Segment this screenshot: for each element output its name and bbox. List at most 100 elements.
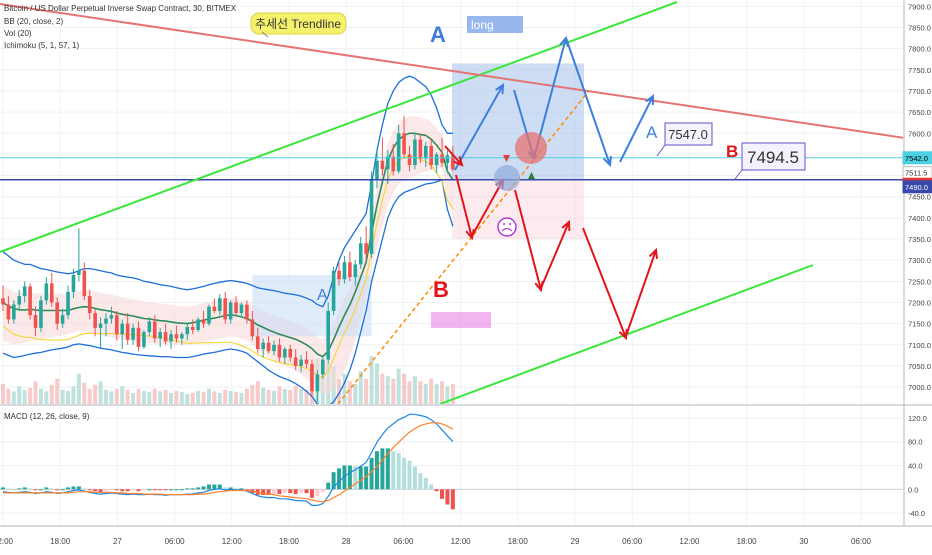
target-a-price: 7547.0 bbox=[668, 127, 708, 142]
macd-histogram-bar bbox=[234, 488, 239, 490]
volume-bar bbox=[136, 388, 141, 404]
scenario-a-arrow-4[interactable] bbox=[565, 37, 611, 166]
volume-bar bbox=[147, 391, 152, 404]
candle-body bbox=[71, 274, 76, 292]
macd-histogram-bar bbox=[272, 489, 276, 495]
macd-histogram-bar bbox=[358, 466, 363, 490]
candle-body bbox=[60, 315, 65, 324]
macd-histogram-bar bbox=[396, 453, 401, 490]
volume-bar bbox=[347, 381, 352, 404]
target-a-price-box[interactable] bbox=[664, 122, 713, 146]
time-tick-label: 06:00 bbox=[165, 537, 186, 546]
macd-histogram-bar bbox=[266, 489, 271, 496]
long-position-box[interactable] bbox=[452, 63, 584, 180]
volume-bar bbox=[418, 381, 423, 404]
volume-bar bbox=[55, 378, 60, 404]
sell-marker-icon bbox=[503, 155, 510, 162]
volume-bar bbox=[440, 381, 445, 404]
macd-histogram-bar bbox=[304, 489, 309, 494]
volume-bar bbox=[288, 389, 293, 404]
candle-body bbox=[22, 286, 27, 297]
volume-bar bbox=[358, 371, 363, 404]
bollinger-bands bbox=[2, 75, 454, 404]
candle-body bbox=[1, 298, 5, 305]
volume-bar bbox=[429, 378, 434, 404]
macd-histogram-bar bbox=[17, 488, 22, 490]
indicator-vol-label[interactable]: Vol (20) bbox=[4, 29, 32, 38]
price-tick-label: 7050.0 bbox=[908, 362, 931, 371]
volume-bar bbox=[407, 381, 412, 404]
price-tick-label: 7750.0 bbox=[908, 66, 931, 75]
time-tick-label: 28 bbox=[342, 537, 351, 546]
macd-histogram-bar bbox=[66, 487, 71, 490]
candle-body bbox=[33, 315, 38, 328]
volume-bar bbox=[33, 381, 38, 404]
scenario-a-arrow-5[interactable] bbox=[619, 95, 654, 163]
target-b-price-box[interactable] bbox=[741, 142, 806, 171]
macd-histogram-bar bbox=[299, 489, 304, 494]
candle-body bbox=[272, 344, 276, 352]
time-tick-label: 06:00 bbox=[622, 537, 643, 546]
time-tick-label: 06:00 bbox=[393, 537, 414, 546]
candle-body bbox=[158, 332, 162, 339]
volume-bar bbox=[93, 384, 98, 404]
scenario-b-arrow-2[interactable] bbox=[471, 179, 504, 237]
candle-body bbox=[125, 323, 130, 340]
macd-histogram-bar bbox=[131, 489, 136, 491]
price-tick-label: 7850.0 bbox=[908, 23, 931, 32]
scenario-b-arrow-0[interactable] bbox=[444, 145, 463, 166]
macd-histogram-bar bbox=[212, 484, 217, 490]
descending-trendline[interactable] bbox=[0, 3, 932, 142]
macd-histogram-bar bbox=[76, 486, 81, 490]
candle-body bbox=[315, 374, 320, 392]
volume-bar bbox=[17, 386, 22, 404]
volume-bar bbox=[38, 388, 43, 404]
long-label-box[interactable] bbox=[467, 16, 523, 33]
volume-bar bbox=[6, 388, 11, 404]
volume-bar bbox=[109, 391, 114, 404]
macd-histogram-bar bbox=[277, 489, 282, 495]
volume-bar bbox=[131, 392, 136, 404]
scenario-b-arrow-3[interactable] bbox=[514, 189, 542, 291]
candle-body bbox=[77, 270, 81, 275]
volume-bar bbox=[261, 387, 266, 404]
scenario-b-arrow-6[interactable] bbox=[625, 249, 657, 337]
volume-bar bbox=[369, 356, 374, 404]
indicator-ichimoku-label[interactable]: Ichimoku (5, 1, 57, 1) bbox=[4, 41, 79, 50]
indicator-bb-label[interactable]: BB (20, close, 2) bbox=[4, 17, 63, 26]
volume-bar bbox=[380, 373, 385, 404]
volume-bar bbox=[76, 373, 81, 404]
rising-trendline[interactable] bbox=[337, 91, 589, 404]
macd-histogram-bar bbox=[169, 489, 174, 491]
candle-body bbox=[423, 145, 428, 159]
scenario-a-arrow-1[interactable] bbox=[454, 84, 504, 171]
macd-histogram-bar bbox=[60, 489, 65, 491]
macd-histogram-bar bbox=[141, 489, 146, 491]
scenario-b-arrow-1[interactable] bbox=[455, 174, 473, 239]
time-tick-label: 18:00 bbox=[279, 537, 300, 546]
scenario-b-arrow-4[interactable] bbox=[540, 221, 570, 289]
trendline-label-box[interactable] bbox=[250, 12, 347, 35]
candle-body bbox=[353, 264, 358, 278]
target-circle-red[interactable] bbox=[515, 132, 547, 164]
scenario-b-arrow-5[interactable] bbox=[582, 227, 627, 339]
macd-label[interactable]: MACD (12, 26, close, 9) bbox=[4, 412, 90, 421]
macd-histogram-bar bbox=[353, 466, 358, 490]
price-tag-label: 7542.0 bbox=[905, 154, 928, 163]
volume-bar bbox=[364, 378, 369, 404]
candle-body bbox=[380, 160, 385, 170]
macd-histogram-bar bbox=[179, 489, 184, 491]
entry-circle-blue[interactable] bbox=[494, 165, 520, 191]
macd-histogram-bar bbox=[228, 487, 233, 490]
macd-histogram-bar bbox=[185, 488, 190, 490]
macd-histogram-bar bbox=[331, 472, 336, 490]
candle-body bbox=[402, 133, 406, 155]
candle-body bbox=[87, 296, 92, 314]
volume-bar bbox=[272, 390, 276, 404]
ichimoku-lagging-line bbox=[2, 155, 454, 378]
candle-body bbox=[218, 298, 222, 311]
sad-face-eye-right bbox=[509, 223, 511, 225]
candle-body bbox=[6, 304, 11, 320]
